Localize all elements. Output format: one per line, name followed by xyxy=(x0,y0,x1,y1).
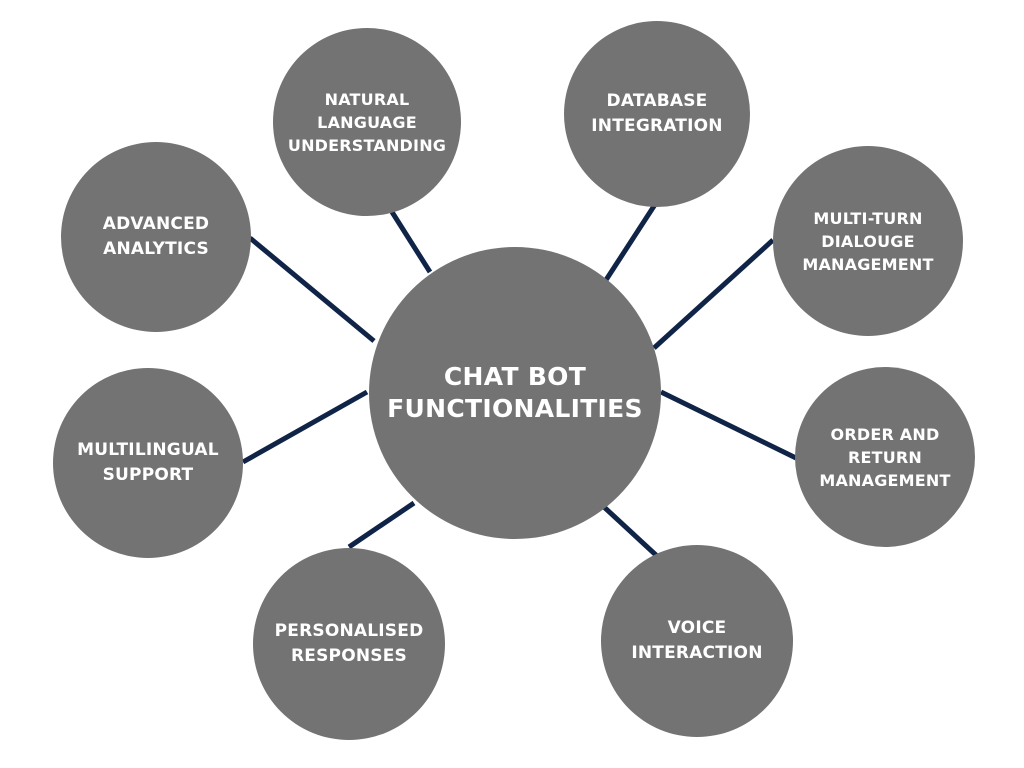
center-node-label: CHAT BOT FUNCTIONALITIES xyxy=(387,362,643,423)
node-advanced-analytics: ADVANCED ANALYTICS xyxy=(61,142,251,332)
node-database-integration: DATABASE INTEGRATION xyxy=(564,21,750,207)
node-natural-language-understanding: NATURAL LANGUAGE UNDERSTANDING xyxy=(273,28,461,216)
node-label: VOICE INTERACTION xyxy=(631,618,763,663)
connector-order xyxy=(659,389,798,461)
node-label: MULTI-TURN DIALOUGE MANAGEMENT xyxy=(802,208,934,274)
connector-voice xyxy=(602,505,659,558)
connector-multiturn xyxy=(652,238,775,350)
node-label: NATURAL LANGUAGE UNDERSTANDING xyxy=(287,89,447,155)
node-voice-interaction: VOICE INTERACTION xyxy=(601,545,793,737)
node-label: ADVANCED ANALYTICS xyxy=(102,214,210,259)
node-order-and-return-management: ORDER AND RETURN MANAGEMENT xyxy=(795,367,975,547)
node-label: ORDER AND RETURN MANAGEMENT xyxy=(819,424,951,490)
connector-personalised xyxy=(347,500,416,550)
node-label: DATABASE INTEGRATION xyxy=(591,91,723,136)
node-multi-turn-dialouge-management: MULTI-TURN DIALOUGE MANAGEMENT xyxy=(773,146,963,336)
connector-database xyxy=(603,201,659,282)
connector-nlu xyxy=(389,210,433,274)
node-label: MULTILINGUAL SUPPORT xyxy=(77,440,219,485)
center-node: CHAT BOT FUNCTIONALITIES xyxy=(369,247,661,539)
node-multilingual-support: MULTILINGUAL SUPPORT xyxy=(53,368,243,558)
connector-multilingual xyxy=(241,389,369,465)
node-personalised-responses: PERSONALISED RESPONSES xyxy=(253,548,445,740)
connector-analytics xyxy=(248,236,376,343)
node-label: PERSONALISED RESPONSES xyxy=(274,621,424,666)
